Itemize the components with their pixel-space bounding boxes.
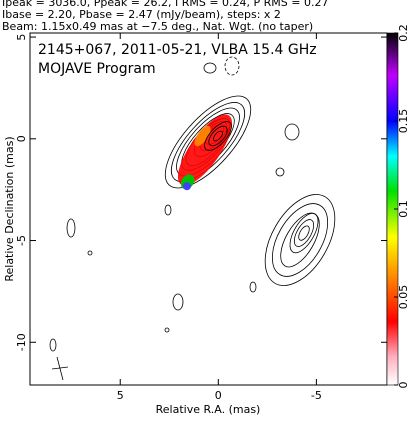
plot-subtitle: MOJAVE Program <box>38 61 156 77</box>
colorbar-tick-label: 0.15 <box>397 109 409 134</box>
x-tick-label: 0 <box>215 389 222 402</box>
colorbar-tick-label: 0.2 <box>397 24 409 42</box>
y-tick-label: 0 <box>15 135 28 142</box>
beam <box>51 356 69 381</box>
plot-title: 2145+067, 2011-05-21, VLBA 15.4 GHz <box>38 42 317 58</box>
contours <box>49 56 336 352</box>
header-line: Ipeak = 3036.0, Ppeak = 26.2, I RMS = 0.… <box>2 0 329 9</box>
colorbar-tick-label: 0.1 <box>397 200 409 218</box>
header-line: Beam: 1.15x0.49 mas at −7.5 deg., Nat. W… <box>2 20 313 33</box>
colorbar-tick-label: 0 <box>397 382 409 389</box>
y-tick-label: -5 <box>15 235 28 246</box>
x-axis-label: Relative R.A. (mas) <box>156 403 261 416</box>
y-axis-label: Relative Declination (mas) <box>3 136 16 281</box>
y-tick-label: 5 <box>15 34 28 41</box>
x-tick-label: -5 <box>311 389 322 402</box>
y-tick-label: -10 <box>15 333 28 351</box>
x-tick-label: 5 <box>117 389 124 402</box>
polarization <box>177 114 233 191</box>
header-line: Ibase = 2.20, Pbase = 2.47 (mJy/beam), s… <box>2 8 281 21</box>
colorbar-tick-label: 0.05 <box>397 285 409 310</box>
